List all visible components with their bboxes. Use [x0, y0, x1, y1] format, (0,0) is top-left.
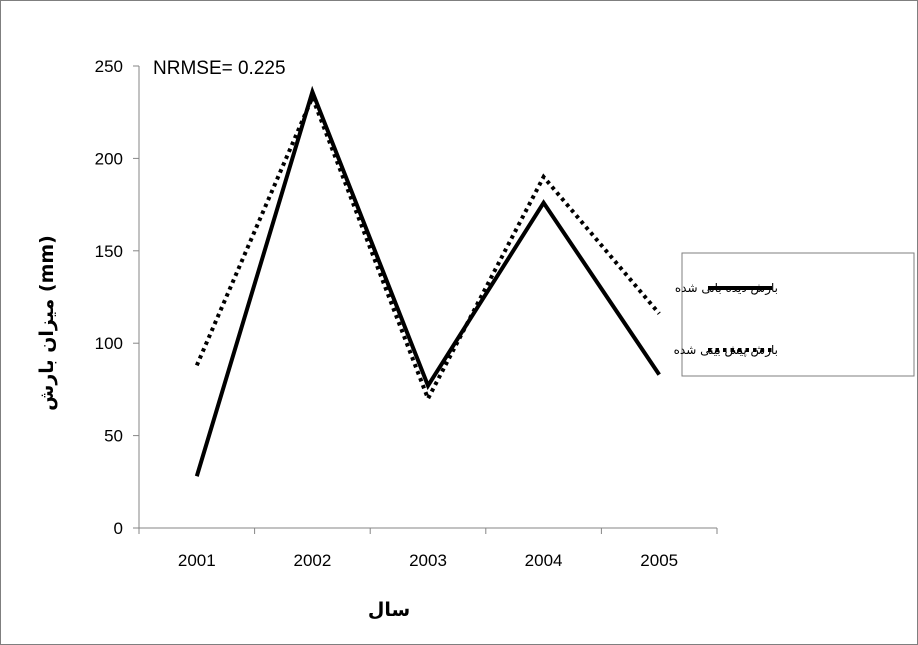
x-tick-label: 2005: [640, 551, 678, 570]
legend-label: بارش دیده بانی شده: [675, 281, 778, 296]
legend-label: بارش پیش بینی شده: [674, 343, 778, 358]
y-tick-label: 200: [95, 149, 123, 168]
x-tick-label: 2002: [293, 551, 331, 570]
y-tick-label: 100: [95, 334, 123, 353]
predicted-series-line: [194, 92, 661, 404]
y-tick-label: 250: [95, 57, 123, 76]
x-tick-label: 2001: [178, 551, 216, 570]
y-axis-title: میزان بارش (mm): [36, 235, 58, 411]
x-axis-title: سال: [368, 599, 410, 621]
observed-series-line: [194, 85, 661, 477]
y-tick-label: 50: [104, 427, 123, 446]
y-tick-label: 0: [114, 519, 123, 538]
x-tick-label: 2004: [525, 551, 563, 570]
nrmse-annotation: NRMSE= 0.225: [153, 58, 286, 79]
series-layer: [194, 85, 661, 477]
legend: بارش دیده بانی شده بارش پیش بینی شده: [674, 252, 915, 377]
legend-box: [681, 252, 915, 377]
y-axis: 0 50 100 150 200 250: [95, 57, 140, 538]
y-tick-label: 150: [95, 242, 123, 261]
x-tick-label: 2003: [409, 551, 447, 570]
x-axis: 2001 2002 2003 2004 2005: [138, 527, 718, 570]
